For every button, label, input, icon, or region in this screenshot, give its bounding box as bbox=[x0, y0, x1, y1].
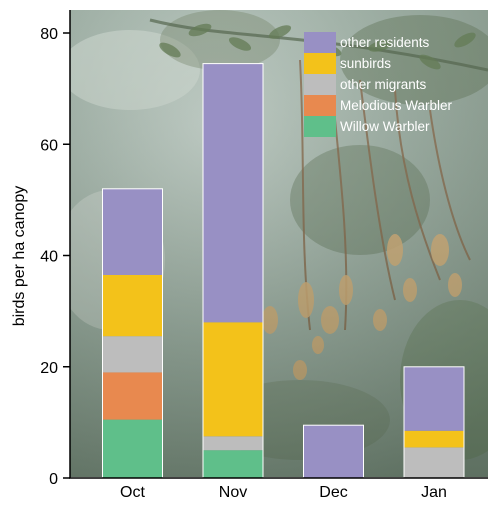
legend-swatch-melodious-warbler bbox=[304, 95, 336, 116]
bar-segment-dec-other-residents bbox=[304, 425, 364, 478]
legend-label-other-residents: other residents bbox=[340, 35, 430, 50]
x-ticks-group: OctNovDecJanFeb bbox=[120, 484, 488, 501]
bar-segment-jan-other-migrants bbox=[404, 447, 464, 478]
x-tick-label-nov: Nov bbox=[219, 484, 247, 501]
legend-swatch-other-residents bbox=[304, 32, 336, 53]
y-tick-label: 80 bbox=[40, 26, 58, 43]
y-tick-label: 40 bbox=[40, 249, 58, 266]
y-tick-label: 0 bbox=[49, 471, 58, 488]
legend-label-other-migrants: other migrants bbox=[340, 77, 427, 92]
y-ticks-group: 0 20 40 60 80 bbox=[40, 26, 70, 488]
bar-segment-nov-other-residents bbox=[203, 64, 263, 323]
legend-label-melodious-warbler: Melodious Warbler bbox=[340, 98, 453, 113]
legend-swatch-sunbirds bbox=[304, 53, 336, 74]
bar-segment-nov-sunbirds bbox=[203, 322, 263, 436]
y-tick-label: 60 bbox=[40, 137, 58, 154]
y-axis-label: birds per ha canopy bbox=[11, 186, 28, 327]
bar-segment-oct-other-residents bbox=[103, 189, 163, 275]
bar-segment-oct-sunbirds bbox=[103, 275, 163, 336]
legend-label-sunbirds: sunbirds bbox=[340, 56, 391, 71]
legend-swatch-willow-warbler bbox=[304, 116, 336, 137]
y-tick-label: 20 bbox=[40, 360, 58, 377]
bar-segment-nov-willow-warbler bbox=[203, 450, 263, 478]
bar-segment-oct-willow-warbler bbox=[103, 420, 163, 478]
bar-segment-oct-melodious-warbler bbox=[103, 372, 163, 419]
x-tick-label-oct: Oct bbox=[120, 484, 145, 501]
x-tick-label-dec: Dec bbox=[319, 484, 347, 501]
bar-segment-nov-other-migrants bbox=[203, 436, 263, 450]
legend-swatch-other-migrants bbox=[304, 74, 336, 95]
bar-segment-oct-other-migrants bbox=[103, 336, 163, 372]
legend-label-willow-warbler: Willow Warbler bbox=[340, 119, 430, 134]
x-tick-label-jan: Jan bbox=[421, 484, 447, 501]
bar-segment-jan-sunbirds bbox=[404, 431, 464, 448]
bar-segment-jan-other-residents bbox=[404, 367, 464, 431]
